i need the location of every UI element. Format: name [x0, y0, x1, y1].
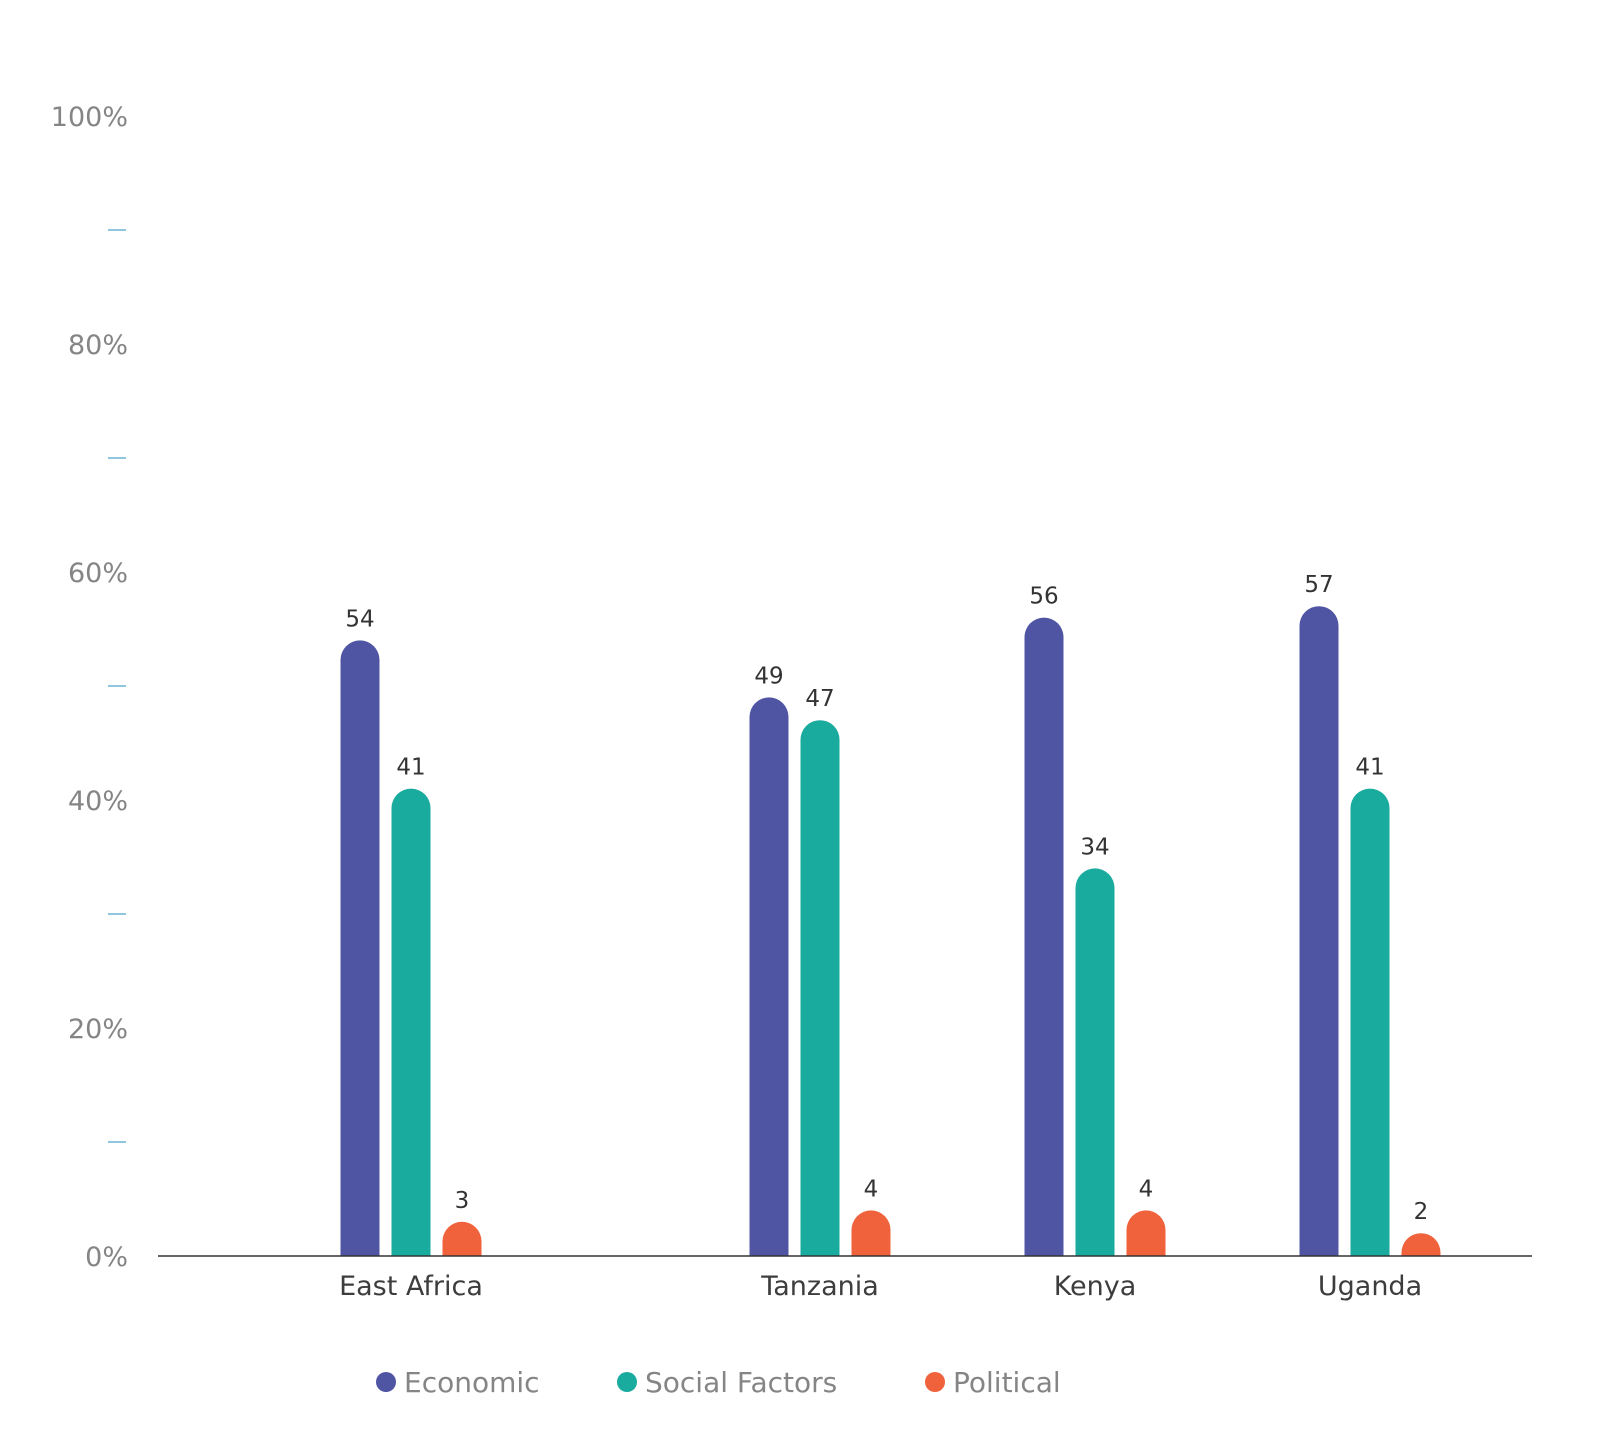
- legend-label-economic: Economic: [404, 1365, 540, 1399]
- bar-east-africa-social-factors: [391, 788, 431, 1256]
- data-label-uganda-political: 2: [1414, 1199, 1429, 1225]
- legend-swatch-economic: [376, 1372, 396, 1392]
- bar-uganda-social-factors: [1350, 788, 1390, 1256]
- legend-item-social-factors: Social Factors: [617, 1362, 837, 1402]
- data-label-tanzania-social-factors: 47: [805, 686, 834, 712]
- bar-tanzania-social-factors: [800, 720, 840, 1256]
- bar-kenya-economic: [1024, 617, 1064, 1256]
- data-label-uganda-economic: 57: [1304, 572, 1333, 598]
- data-label-uganda-social-factors: 41: [1355, 755, 1384, 781]
- bar-east-africa-political: [442, 1221, 482, 1256]
- bar-tanzania-political: [851, 1210, 891, 1256]
- y-tick-label-40: 40%: [68, 786, 128, 817]
- legend-item-economic: Economic: [376, 1362, 540, 1402]
- bar-east-africa-economic: [340, 640, 380, 1256]
- legend-swatch-political: [925, 1372, 945, 1392]
- data-label-kenya-political: 4: [1139, 1176, 1154, 1202]
- bar-tanzania-economic: [749, 697, 789, 1256]
- y-tick-label-100: 100%: [51, 102, 128, 133]
- data-label-east-africa-economic: 54: [345, 606, 374, 632]
- data-label-tanzania-economic: 49: [754, 663, 783, 689]
- bar-uganda-economic: [1299, 606, 1339, 1256]
- legend-item-political: Political: [925, 1362, 1061, 1402]
- legend-swatch-social-factors: [617, 1372, 637, 1392]
- data-label-tanzania-political: 4: [864, 1176, 879, 1202]
- bar-kenya-social-factors: [1075, 868, 1115, 1256]
- data-label-east-africa-social-factors: 41: [396, 755, 425, 781]
- x-tick-label-east-africa: East Africa: [339, 1271, 483, 1302]
- y-tick-label-20: 20%: [68, 1014, 128, 1045]
- bar-kenya-political: [1126, 1210, 1166, 1256]
- y-tick-label-0: 0%: [85, 1242, 128, 1273]
- y-tick-label-60: 60%: [68, 558, 128, 589]
- legend: Economic Social Factors Political: [0, 1362, 1600, 1402]
- data-label-kenya-economic: 56: [1029, 584, 1058, 610]
- x-tick-label-tanzania: Tanzania: [760, 1271, 879, 1302]
- legend-label-political: Political: [953, 1365, 1061, 1399]
- data-label-kenya-social-factors: 34: [1080, 834, 1109, 860]
- y-tick-label-80: 80%: [68, 330, 128, 361]
- bar-uganda-political: [1401, 1233, 1441, 1256]
- data-label-east-africa-political: 3: [455, 1188, 470, 1214]
- legend-label-social-factors: Social Factors: [645, 1365, 838, 1399]
- x-tick-label-uganda: Uganda: [1318, 1271, 1422, 1302]
- x-tick-label-kenya: Kenya: [1054, 1271, 1137, 1302]
